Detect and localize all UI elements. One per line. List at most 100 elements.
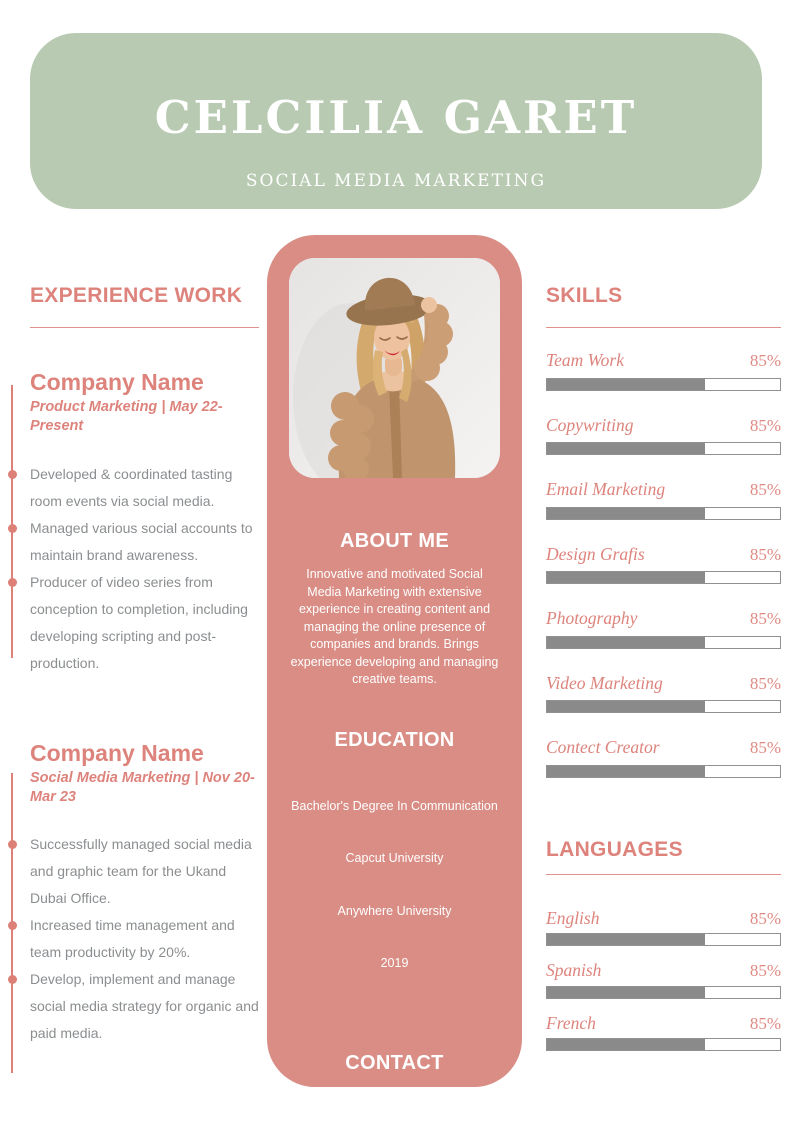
skill-item: Team Work 85% [546, 350, 781, 391]
experience-divider [30, 327, 259, 328]
education-school: Capcut University [345, 851, 444, 865]
skill-item: Contect Creator 85% [546, 737, 781, 778]
skill-value: 85% [749, 609, 781, 628]
skill-row: Copywriting 85% [546, 414, 781, 435]
skill-row: Team Work 85% [546, 350, 781, 370]
profile-photo [289, 258, 500, 478]
education-school: Anywhere University [337, 903, 452, 918]
skill-value: 85% [749, 480, 781, 499]
progress-fill [547, 765, 706, 777]
skill-value: 85% [749, 415, 781, 435]
skills-section: SKILLS Team Work 85% Copywriting 85% Ema… [546, 285, 781, 1067]
skill-row: Email Marketing 85% [546, 479, 781, 499]
education-lines: Bachelor's Degree In Communication Capcu… [288, 763, 501, 1008]
skill-item: Video Marketing 85% [546, 673, 781, 713]
education-degree: Bachelor's Degree In Communication [291, 798, 498, 813]
progress-bar [546, 1038, 781, 1051]
company-name: Company Name [30, 369, 204, 395]
skill-label: Copywriting [546, 414, 634, 435]
header-card: CELCILIA GARET SOCIAL MEDIA MARKETING [30, 33, 762, 209]
job-meta: Social Media Marketing | Nov 20-Mar 23 [30, 769, 255, 805]
languages-divider [546, 873, 781, 875]
skill-item: Email Marketing 85% [546, 479, 781, 520]
portrait-illustration [289, 258, 500, 478]
skill-value: 85% [749, 544, 781, 564]
skill-label: Photography [546, 608, 638, 628]
progress-bar [546, 442, 781, 455]
skills-heading: SKILLS [546, 284, 623, 307]
language-row: Spanish 85% [546, 960, 781, 980]
bullet-item: Managed various social accounts to maint… [8, 515, 259, 569]
skill-label: Contect Creator [546, 737, 660, 757]
job-entry-2: Company Name Social Media Marketing | No… [8, 739, 259, 1073]
progress-bar [546, 764, 781, 778]
job-meta: Product Marketing | May 22-Present [30, 399, 223, 435]
language-value: 85% [749, 908, 781, 928]
about-text: Innovative and motivated Social Media Ma… [290, 567, 502, 686]
skill-value: 85% [749, 351, 781, 370]
skill-label: Team Work [546, 350, 624, 370]
education-heading: EDUCATION [334, 728, 455, 751]
progress-bar [546, 506, 781, 520]
language-item: French 85% [546, 1012, 781, 1051]
company-name: Company Name [30, 739, 204, 766]
skill-value: 85% [749, 673, 781, 693]
language-label: English [546, 907, 600, 928]
progress-bar [546, 377, 781, 391]
progress-fill [547, 701, 706, 712]
skill-item: Design Grafis 85% [546, 543, 781, 584]
profile-panel: ABOUT ME Innovative and motivated Social… [267, 235, 522, 1087]
progress-fill [547, 986, 706, 998]
language-label: Spanish [546, 960, 602, 980]
person-role: SOCIAL MEDIA MARKETING [245, 171, 547, 191]
experience-section: EXPERIENCE WORK Company Name Product Mar… [8, 284, 259, 1073]
timeline-line [11, 385, 13, 658]
bullet-item: Producer of video series from conception… [8, 569, 259, 677]
job-entry-1: Company Name Product Marketing | May 22-… [8, 369, 259, 677]
languages-list: English 85% Spanish 85% French 85% [546, 907, 781, 1051]
job-bullet-list: Developed & coordinated tasting room eve… [8, 461, 259, 677]
contact-lines: +123 456 789 hello@capcut.com @capcut 12… [288, 1088, 501, 1122]
progress-bar [546, 985, 781, 999]
language-value: 85% [749, 1013, 781, 1033]
contact-heading: CONTACT [345, 1051, 444, 1074]
progress-bar [546, 933, 781, 946]
progress-fill [547, 507, 706, 519]
progress-fill [547, 934, 706, 945]
progress-bar [546, 700, 781, 713]
person-name: CELCILIA GARET [154, 91, 638, 144]
progress-bar [546, 571, 781, 584]
language-item: Spanish 85% [546, 960, 781, 999]
experience-heading: EXPERIENCE WORK [30, 284, 243, 307]
language-item: English 85% [546, 907, 781, 946]
job-bullet-list: Successfully managed social media and gr… [8, 831, 259, 1047]
skill-row: Contect Creator 85% [546, 737, 781, 757]
skills-divider [546, 327, 781, 328]
bullet-item: Increased time management and team produ… [8, 912, 259, 966]
skill-row: Photography 85% [546, 608, 781, 628]
progress-fill [547, 572, 706, 583]
bullet-item: Developed & coordinated tasting room eve… [8, 461, 259, 515]
skill-item: Copywriting 85% [546, 414, 781, 455]
skill-label: Design Grafis [546, 543, 645, 564]
progress-fill [547, 1039, 706, 1050]
language-label: French [546, 1012, 596, 1033]
skill-row: Video Marketing 85% [546, 673, 781, 693]
skill-row: Design Grafis 85% [546, 543, 781, 564]
skills-list: Team Work 85% Copywriting 85% Email Mark… [546, 350, 781, 778]
skill-value: 85% [749, 738, 781, 757]
skill-item: Photography 85% [546, 608, 781, 649]
progress-fill [547, 443, 706, 454]
progress-bar [546, 635, 781, 649]
progress-fill [547, 378, 706, 390]
language-row: English 85% [546, 907, 781, 928]
language-row: French 85% [546, 1012, 781, 1033]
about-heading: ABOUT ME [339, 530, 450, 552]
language-value: 85% [749, 961, 781, 980]
skill-label: Email Marketing [546, 479, 666, 499]
progress-fill [547, 636, 706, 648]
languages-heading: LANGUAGES [546, 837, 683, 861]
bullet-item: Successfully managed social media and gr… [8, 831, 259, 912]
bullet-item: Develop, implement and manage social med… [8, 966, 259, 1047]
